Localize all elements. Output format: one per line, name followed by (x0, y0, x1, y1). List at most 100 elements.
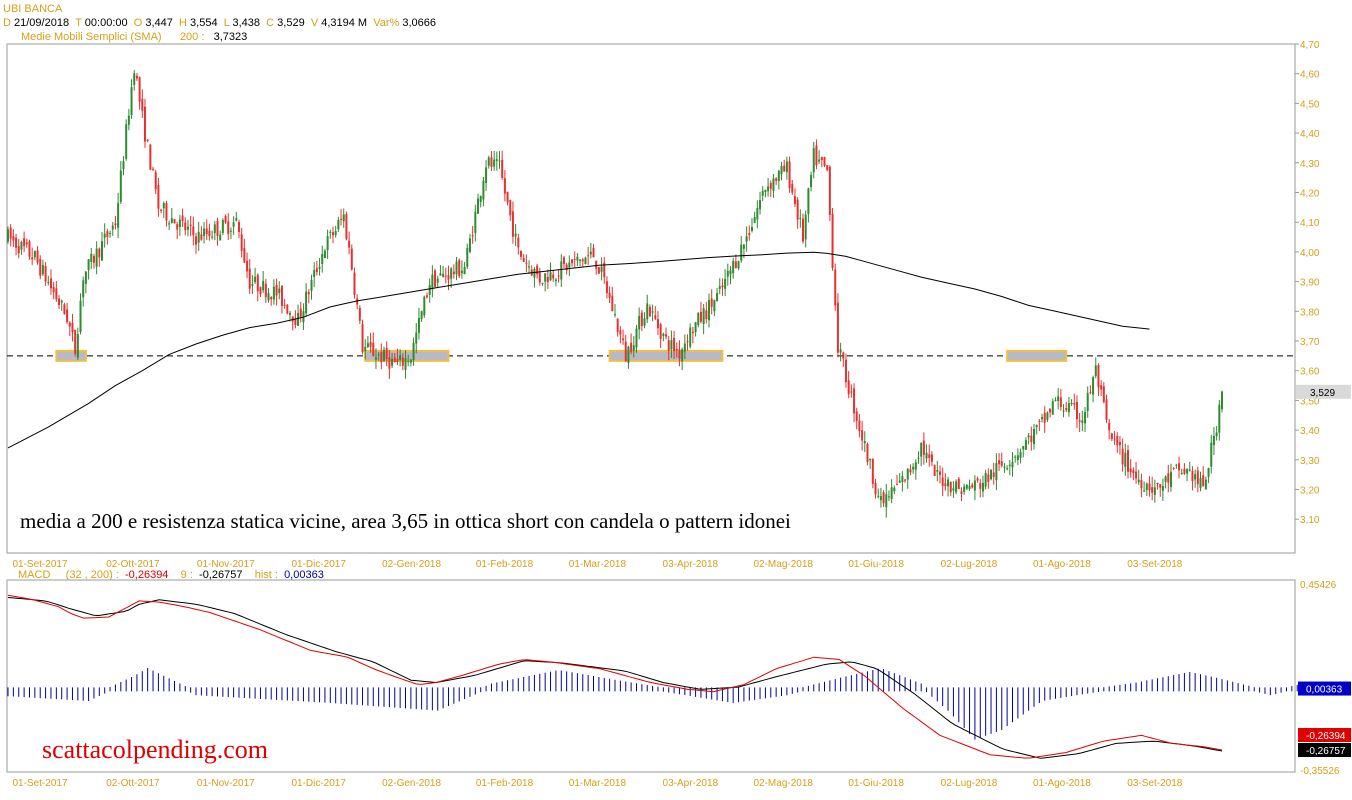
candle-body (965, 485, 968, 489)
candle-body (23, 238, 26, 247)
candle-body (896, 483, 899, 485)
candle-body (393, 357, 396, 363)
candle-body (160, 209, 163, 211)
candle-body (98, 248, 101, 258)
signal-label: 9 : (180, 569, 193, 581)
price-y-tick-label: 4,40 (1300, 129, 1320, 140)
candle-body (495, 159, 498, 161)
candle-body (517, 237, 520, 248)
price-x-tick-label: 02-Gen-2018 (382, 559, 441, 570)
candle-body (990, 469, 993, 480)
last-price-tag (1296, 384, 1351, 399)
candle-body (262, 280, 265, 291)
candle-body (130, 87, 133, 116)
candle-body (450, 268, 453, 279)
candle-body (844, 359, 847, 383)
candle-body (221, 220, 224, 233)
candle-body (971, 484, 974, 488)
candle-body (694, 322, 697, 333)
time-key: T (75, 17, 82, 29)
support-zone-box (364, 349, 450, 362)
candle-body (1016, 455, 1019, 461)
candle-body (170, 218, 173, 223)
candle-body (678, 349, 681, 359)
candle-body (793, 196, 796, 205)
candle-body (323, 250, 326, 259)
candle-body (734, 261, 737, 268)
candle-body (92, 256, 95, 263)
ohlc-readout: D 21/09/2018 T 00:00:00 O 3,447 H 3,554 … (3, 16, 436, 30)
candle-body (286, 304, 289, 314)
candle-body (76, 334, 79, 358)
candle-body (1097, 365, 1100, 388)
candle-body (552, 274, 555, 279)
candle-body (627, 346, 630, 363)
candle-body (399, 355, 402, 360)
candle-body (874, 482, 877, 495)
candle-body (184, 222, 187, 231)
candle-body (168, 223, 171, 225)
candle-body (264, 283, 267, 298)
candle-body (114, 223, 117, 226)
candle-body (713, 300, 716, 312)
candle-body (1199, 478, 1202, 488)
candle-body (31, 257, 34, 260)
candle-body (1011, 462, 1014, 468)
candle-body (767, 186, 770, 192)
macd-x-tick-label: 01-Ago-2018 (1033, 778, 1091, 789)
candle-body (1113, 439, 1116, 441)
candle-body (514, 233, 517, 237)
candle-body (1110, 433, 1113, 439)
candle-body (479, 196, 482, 203)
candle-body (998, 460, 1001, 465)
candle-body (708, 300, 711, 321)
candle-body (1100, 385, 1103, 390)
candle-body (761, 190, 764, 196)
candle-body (41, 265, 44, 275)
candle-body (348, 240, 351, 248)
price-x-tick-label: 01-Set-2017 (12, 559, 67, 570)
candle-body (345, 213, 348, 240)
candle-body (871, 458, 874, 484)
candle-body (877, 495, 880, 497)
candle-body (549, 272, 552, 281)
candle-body (203, 228, 206, 237)
candle-body (28, 241, 31, 257)
candle-body (256, 274, 259, 292)
candle-body (334, 231, 337, 236)
candle-body (748, 233, 751, 236)
candle-body (1008, 464, 1011, 467)
candle-body (503, 178, 506, 194)
candle-body (44, 265, 47, 282)
candle-body (366, 343, 369, 347)
macd-x-tick-label: 01-Giu-2018 (848, 778, 904, 789)
candle-body (1057, 396, 1060, 401)
candle-body (133, 73, 136, 85)
candle-body (906, 468, 909, 480)
candle-body (592, 248, 595, 258)
candle-body (25, 242, 28, 245)
candle-body (562, 257, 565, 265)
price-x-tick-label: 03-Apr-2018 (663, 559, 719, 570)
price-y-tick-label: 4,50 (1300, 99, 1320, 110)
candle-body (1204, 479, 1207, 490)
candle-body (987, 474, 990, 482)
candle-body (815, 145, 818, 166)
candle-body (753, 216, 756, 223)
candle-body (372, 342, 375, 357)
candle-body (783, 165, 786, 172)
candle-body (1022, 446, 1025, 450)
price-y-tick-label: 3,70 (1300, 337, 1320, 348)
candle-body (522, 257, 525, 262)
candle-body (213, 224, 216, 234)
candle-body (251, 284, 254, 286)
macd-y-max-label: 0,45426 (1300, 580, 1337, 591)
candle-body (243, 248, 246, 263)
candle-body (111, 225, 114, 230)
candle-body (1038, 420, 1041, 422)
price-y-tick-label: 3,50 (1300, 396, 1320, 407)
candle-body (904, 479, 907, 481)
candle-body (605, 281, 608, 294)
candle-body (278, 288, 281, 294)
macd-line (7, 594, 1223, 759)
